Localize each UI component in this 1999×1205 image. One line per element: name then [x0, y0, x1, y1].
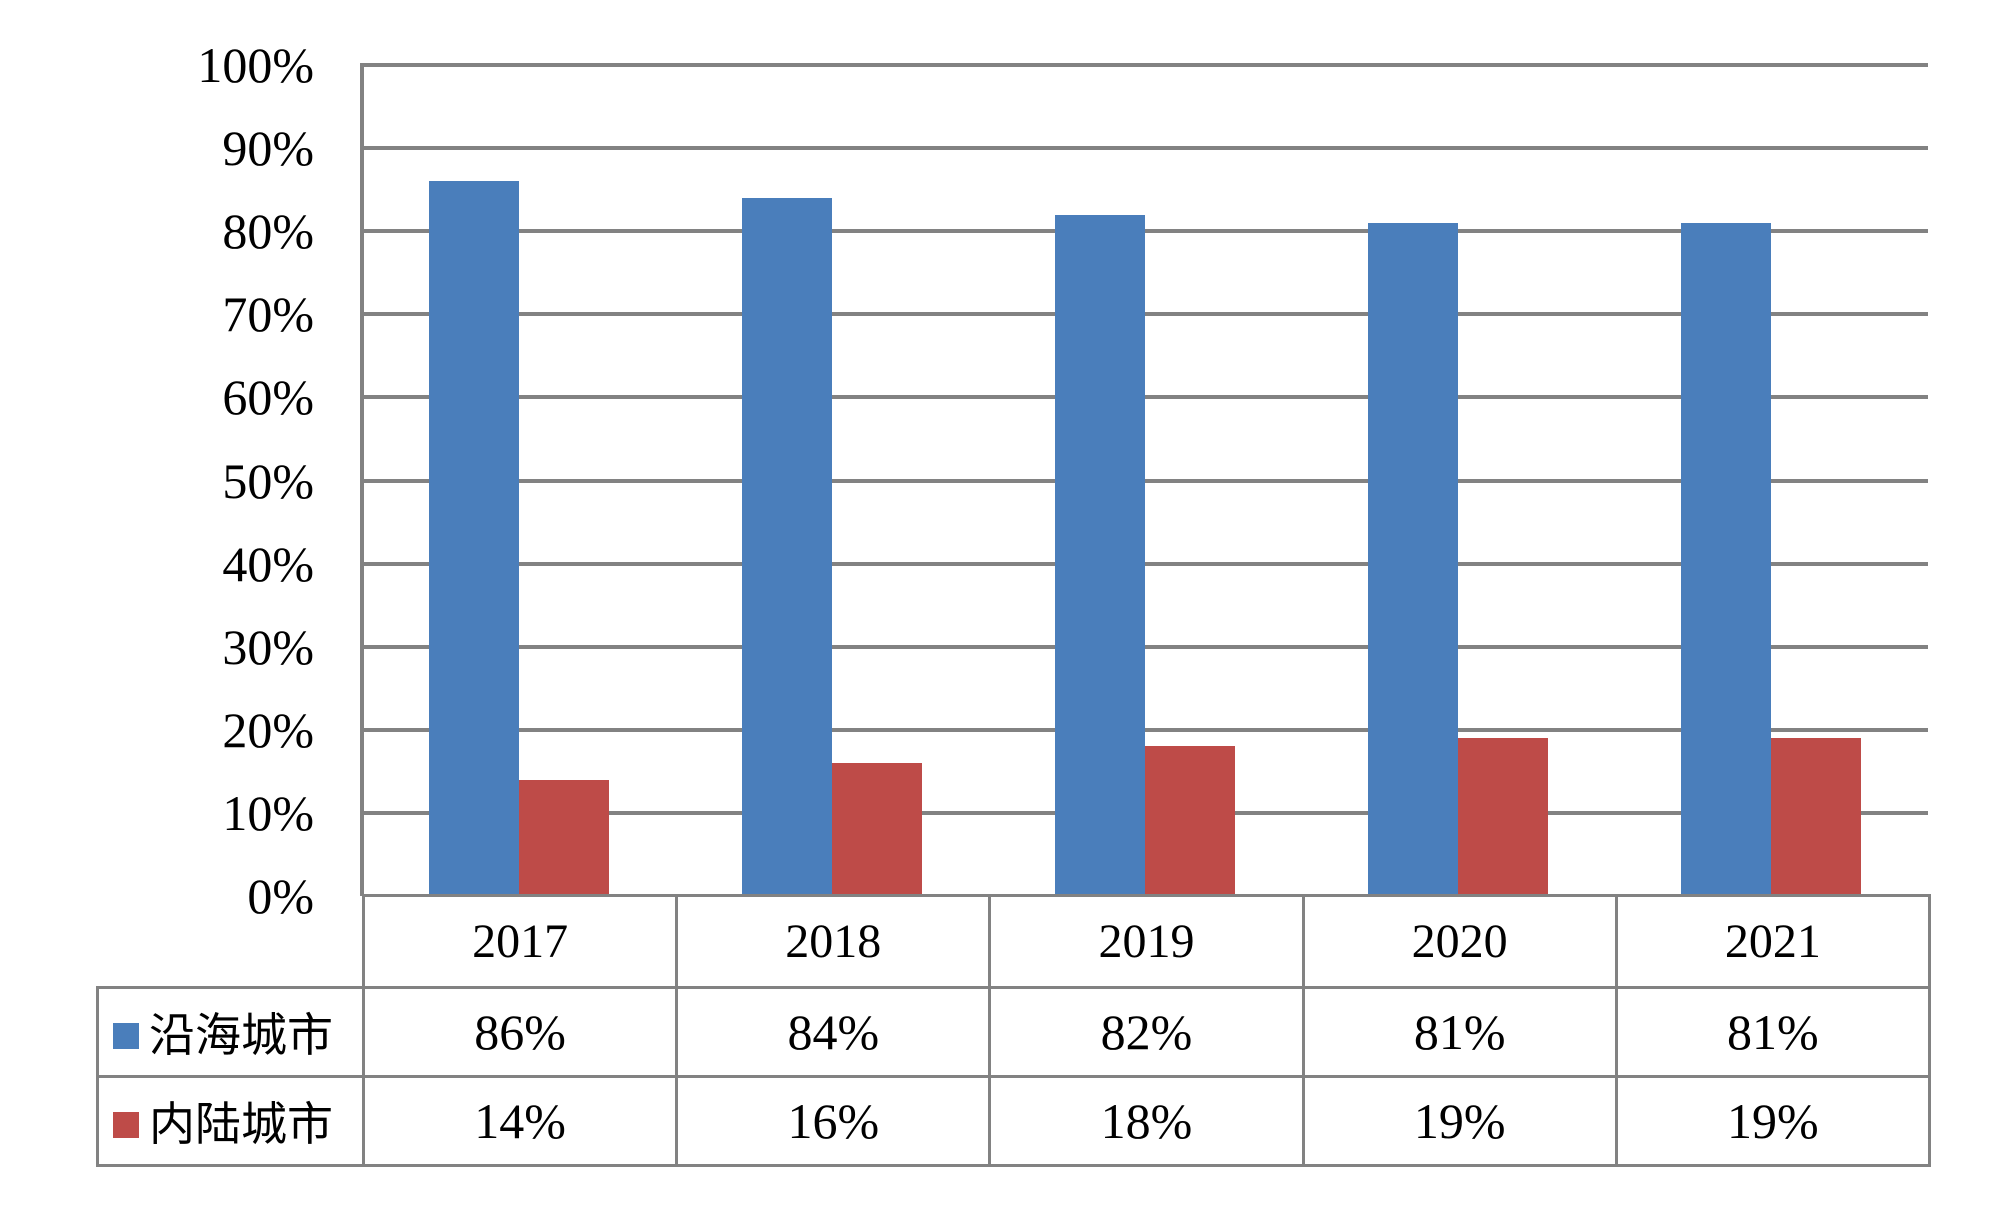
data-table: 2017 2018 2019 2020 2021 沿海城市 86% 84% 82% 81% 81% 内…: [96, 894, 1931, 1167]
legend-series-name: 内陆城市: [149, 1099, 333, 1150]
bar-内陆城市-2021: [1771, 738, 1862, 896]
table-header-row: 2017 2018 2019 2020 2021: [98, 894, 1931, 989]
gridline: [362, 561, 1928, 566]
gridline: [362, 229, 1928, 234]
gridline: [362, 395, 1928, 400]
bar-内陆城市-2020: [1458, 738, 1549, 896]
table-row: 沿海城市 86% 84% 82% 81% 81%: [96, 986, 1931, 1078]
y-tick-label: 40%: [222, 535, 314, 592]
gridline: [362, 727, 1928, 732]
bar-沿海城市-2019: [1055, 214, 1145, 896]
legend-color-swatch-icon: [113, 1023, 139, 1049]
value-cell: 81%: [1614, 986, 1931, 1078]
bar-内陆城市-2017: [518, 779, 609, 896]
data-table-body: 2017 2018 2019 2020 2021 沿海城市 86% 84% 82% 81% 81% 内…: [96, 894, 1931, 1167]
y-axis-tick-labels: 0% 10% 20% 30% 40% 50% 60% 70% 80% 90% 100%: [0, 37, 314, 924]
category-header-cell: 2019: [988, 894, 1305, 989]
y-tick-label: 90%: [222, 120, 314, 177]
gridline: [362, 63, 1928, 67]
value-cell: 18%: [988, 1075, 1305, 1167]
y-tick-label: 80%: [222, 203, 314, 260]
bar-沿海城市-2018: [741, 197, 832, 896]
table-row: 内陆城市 14% 16% 18% 19% 19%: [96, 1075, 1931, 1167]
value-cell: 86%: [361, 986, 679, 1078]
bar-内陆城市-2018: [831, 763, 922, 896]
y-tick-label: 10%: [222, 784, 314, 841]
value-cell: 16%: [675, 1075, 992, 1167]
table-corner-cell: [98, 896, 364, 988]
value-cell: 19%: [1614, 1075, 1931, 1167]
y-tick-label: 50%: [222, 452, 314, 509]
category-header-cell: 2018: [675, 894, 992, 989]
bar-内陆城市-2019: [1145, 746, 1235, 896]
category-header-cell: 2017: [361, 894, 679, 989]
legend-cell: 沿海城市: [96, 986, 365, 1078]
legend-color-swatch-icon: [113, 1112, 139, 1138]
y-axis-line: [360, 63, 364, 896]
y-tick-label: 0%: [247, 868, 314, 924]
gridline: [362, 146, 1928, 151]
plot-area: [360, 63, 1928, 896]
gridline: [362, 478, 1928, 483]
value-cell: 14%: [361, 1075, 679, 1167]
value-cell: 81%: [1301, 986, 1618, 1078]
bar-沿海城市-2017: [428, 181, 519, 896]
y-tick-label: 30%: [222, 618, 314, 675]
bar-沿海城市-2021: [1681, 222, 1772, 896]
y-tick-label: 20%: [222, 701, 314, 758]
category-header-cell: 2021: [1614, 894, 1931, 989]
value-cell: 84%: [675, 986, 992, 1078]
gridline: [362, 312, 1928, 317]
bar-沿海城市-2020: [1368, 222, 1459, 896]
legend-cell: 内陆城市: [96, 1075, 365, 1167]
legend-series-name: 沿海城市: [149, 1010, 333, 1061]
gridline: [362, 644, 1928, 649]
y-tick-label: 70%: [222, 286, 314, 343]
value-cell: 82%: [988, 986, 1305, 1078]
value-cell: 19%: [1301, 1075, 1618, 1167]
bars-layer: [362, 65, 1928, 896]
y-tick-label: 60%: [222, 369, 314, 426]
category-header-cell: 2020: [1301, 894, 1618, 989]
y-tick-label: 100%: [197, 37, 314, 93]
